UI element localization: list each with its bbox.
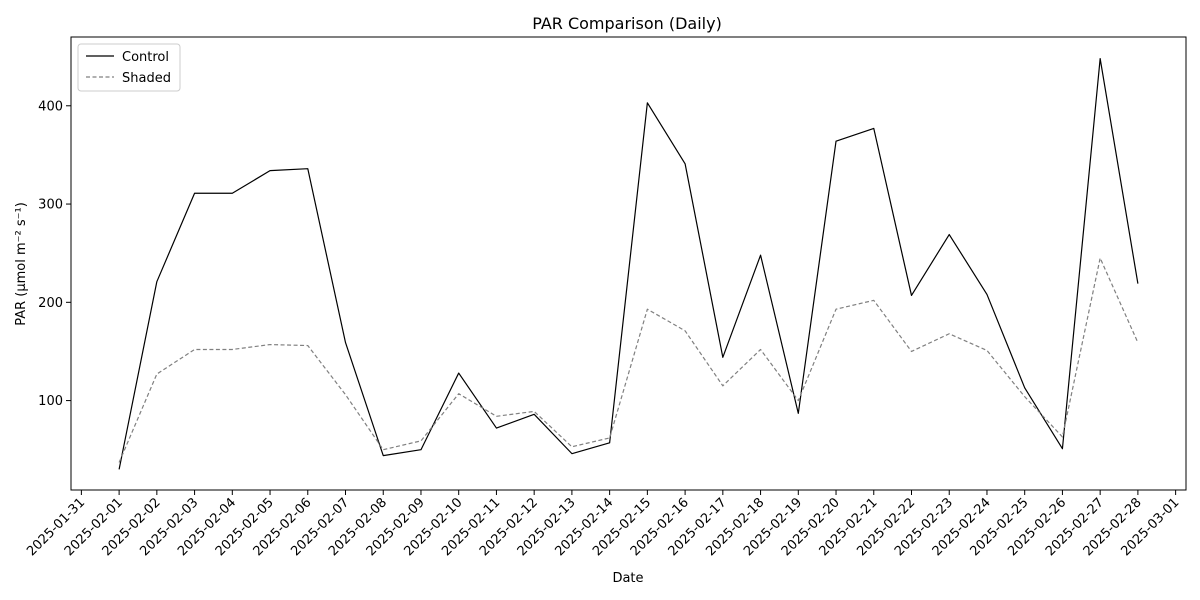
data-point-control xyxy=(647,102,648,103)
y-tick-label: 200 xyxy=(38,296,63,311)
axes-frame xyxy=(70,36,1187,491)
data-point-control xyxy=(760,255,761,256)
data-point-shaded xyxy=(835,309,836,310)
y-tick-label: 400 xyxy=(38,99,63,114)
data-point-control xyxy=(156,281,157,282)
y-axis-ticks: 100 200 300 400 xyxy=(38,99,71,409)
data-point-shaded xyxy=(1062,436,1063,437)
data-point-shaded xyxy=(534,411,535,412)
data-point-shaded xyxy=(156,373,157,374)
x-axis-label: Date xyxy=(612,571,643,586)
data-point-control xyxy=(307,168,308,169)
legend-label-shaded: Shaded xyxy=(122,71,171,86)
y-tick-label: 300 xyxy=(38,198,63,213)
data-point-control xyxy=(1137,283,1138,284)
data-point-control xyxy=(1024,387,1025,388)
series-line-shaded xyxy=(118,257,1139,463)
data-point-control xyxy=(1062,448,1063,449)
data-point-shaded xyxy=(420,440,421,441)
chart-title: PAR Comparison (Daily) xyxy=(532,14,722,33)
data-point-shaded xyxy=(911,351,912,352)
data-point-shaded xyxy=(571,446,572,447)
data-point-shaded xyxy=(345,394,346,395)
data-point-control xyxy=(609,442,610,443)
data-point-control xyxy=(722,357,723,358)
data-point-shaded xyxy=(194,349,195,350)
data-point-control xyxy=(685,163,686,164)
data-point-control xyxy=(269,170,270,171)
data-point-shaded xyxy=(949,333,950,334)
data-point-shaded xyxy=(798,400,799,401)
series-line-control xyxy=(118,58,1139,470)
data-point-shaded xyxy=(307,345,308,346)
data-point-control xyxy=(345,342,346,343)
data-point-shaded xyxy=(609,437,610,438)
data-point-shaded xyxy=(1137,342,1138,343)
data-point-shaded xyxy=(685,330,686,331)
data-point-shaded xyxy=(873,300,874,301)
data-point-control xyxy=(119,469,120,470)
series-lines xyxy=(118,58,1139,470)
data-point-control xyxy=(949,234,950,235)
data-point-shaded xyxy=(760,349,761,350)
data-point-shaded xyxy=(986,350,987,351)
data-point-control xyxy=(383,455,384,456)
data-point-control xyxy=(420,449,421,450)
data-point-control xyxy=(911,295,912,296)
data-point-control xyxy=(986,294,987,295)
data-point-control xyxy=(571,453,572,454)
legend-label-control: Control xyxy=(122,50,169,65)
y-axis-label: PAR (µmol m⁻² s⁻¹) xyxy=(14,202,29,326)
data-point-shaded xyxy=(232,349,233,350)
data-point-control xyxy=(534,414,535,415)
y-tick-label: 100 xyxy=(38,394,63,409)
data-point-control xyxy=(194,193,195,194)
data-point-shaded xyxy=(269,344,270,345)
data-point-control xyxy=(496,427,497,428)
legend: Control Shaded xyxy=(77,43,181,92)
data-point-shaded xyxy=(722,385,723,386)
data-point-shaded xyxy=(383,449,384,450)
data-point-control xyxy=(458,372,459,373)
data-point-control xyxy=(835,141,836,142)
data-point-shaded xyxy=(647,309,648,310)
data-point-shaded xyxy=(1100,258,1101,259)
data-point-shaded xyxy=(496,416,497,417)
data-point-control xyxy=(1100,58,1101,59)
data-point-shaded xyxy=(119,462,120,463)
data-point-control xyxy=(873,128,874,129)
data-point-control xyxy=(232,193,233,194)
data-point-shaded xyxy=(458,393,459,394)
data-point-shaded xyxy=(1024,396,1025,397)
data-point-control xyxy=(798,413,799,414)
